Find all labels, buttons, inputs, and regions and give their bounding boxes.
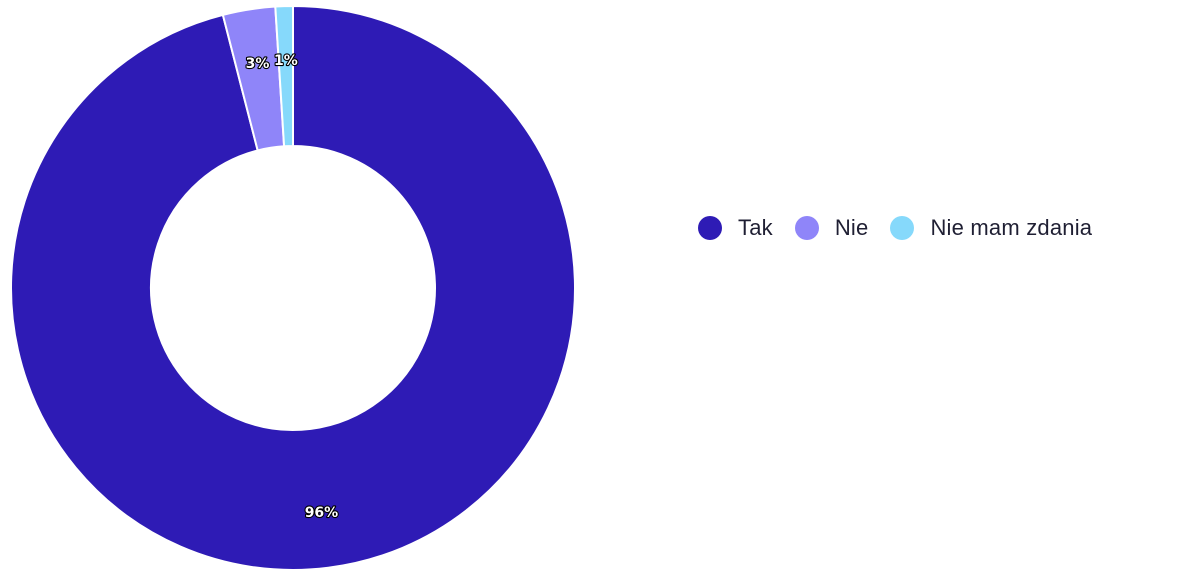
data-label-nie-mam-zdania: 1% [274, 53, 298, 69]
slice-tak[interactable] [10, 4, 576, 570]
legend-swatch-nie-mam-zdania [890, 216, 915, 240]
legend-swatch-nie [794, 216, 819, 240]
legend-item-nie-mam-zdania[interactable]: Nie mam zdania [890, 215, 1092, 241]
legend-item-nie[interactable]: Nie [794, 215, 869, 241]
legend-item-tak[interactable]: Tak [698, 215, 773, 241]
legend-label-nie: Nie [834, 215, 869, 240]
legend-label-tak: Tak [738, 215, 773, 240]
donut-chart: 96% 3% 1% [10, 4, 576, 570]
slice-nie-mam-zdania[interactable] [274, 4, 294, 148]
chart-slices [10, 4, 576, 570]
chart-legend: Tak Nie Nie mam zdania [698, 212, 1092, 244]
data-label-tak: 96% [305, 505, 339, 521]
chart-data-labels: 96% 3% 1% [244, 52, 339, 522]
data-label-nie: 3% [246, 56, 270, 72]
legend-label-nie-mam-zdania: Nie mam zdania [930, 215, 1093, 240]
legend-swatch-tak [698, 216, 722, 240]
